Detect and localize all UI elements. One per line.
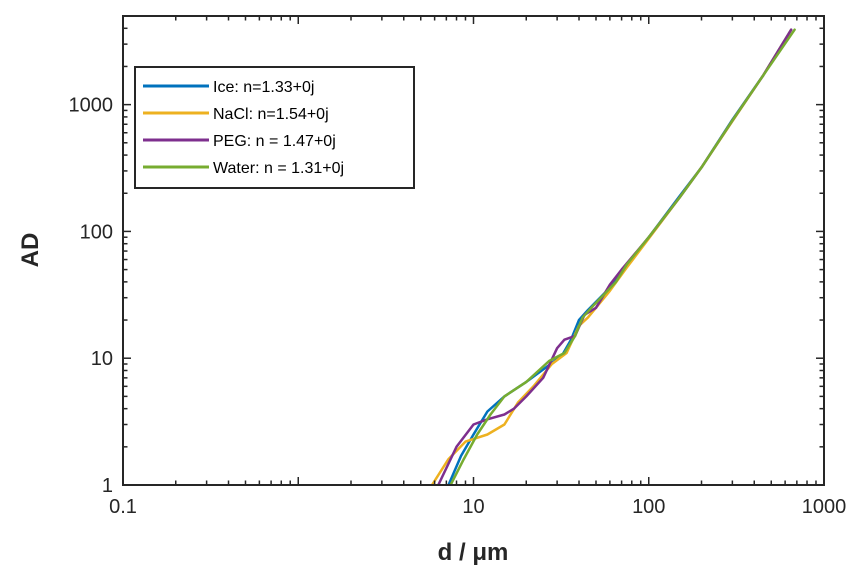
x-tick-label: 10 — [462, 496, 484, 518]
y-tick-label: 100 — [80, 221, 113, 243]
tick-labels: 0.1 10 100 1000 1 10 100 1000 — [69, 95, 847, 518]
legend-label: PEG: n = 1.47+0j — [213, 133, 336, 150]
y-tick-label: 10 — [91, 348, 113, 370]
y-tick-label: 1000 — [69, 95, 114, 117]
legend: Ice: n=1.33+0j NaCl: n=1.54+0j PEG: n = 1.… — [134, 66, 415, 189]
ticks-layer — [122, 15, 824, 486]
y-axis-title: AD — [17, 233, 44, 268]
x-axis-title: d / μm — [438, 539, 509, 566]
x-tick-label: 1000 — [802, 496, 847, 518]
x-tick-label: 0.1 — [109, 496, 137, 518]
series-layer — [430, 28, 796, 485]
series-line — [449, 28, 796, 485]
x-tick-label: 100 — [632, 496, 665, 518]
y-tick-label: 1 — [102, 475, 113, 497]
legend-label: NaCl: n=1.54+0j — [213, 106, 329, 123]
legend-label: Water: n = 1.31+0j — [213, 160, 344, 177]
legend-label: Ice: n=1.33+0j — [213, 79, 314, 96]
